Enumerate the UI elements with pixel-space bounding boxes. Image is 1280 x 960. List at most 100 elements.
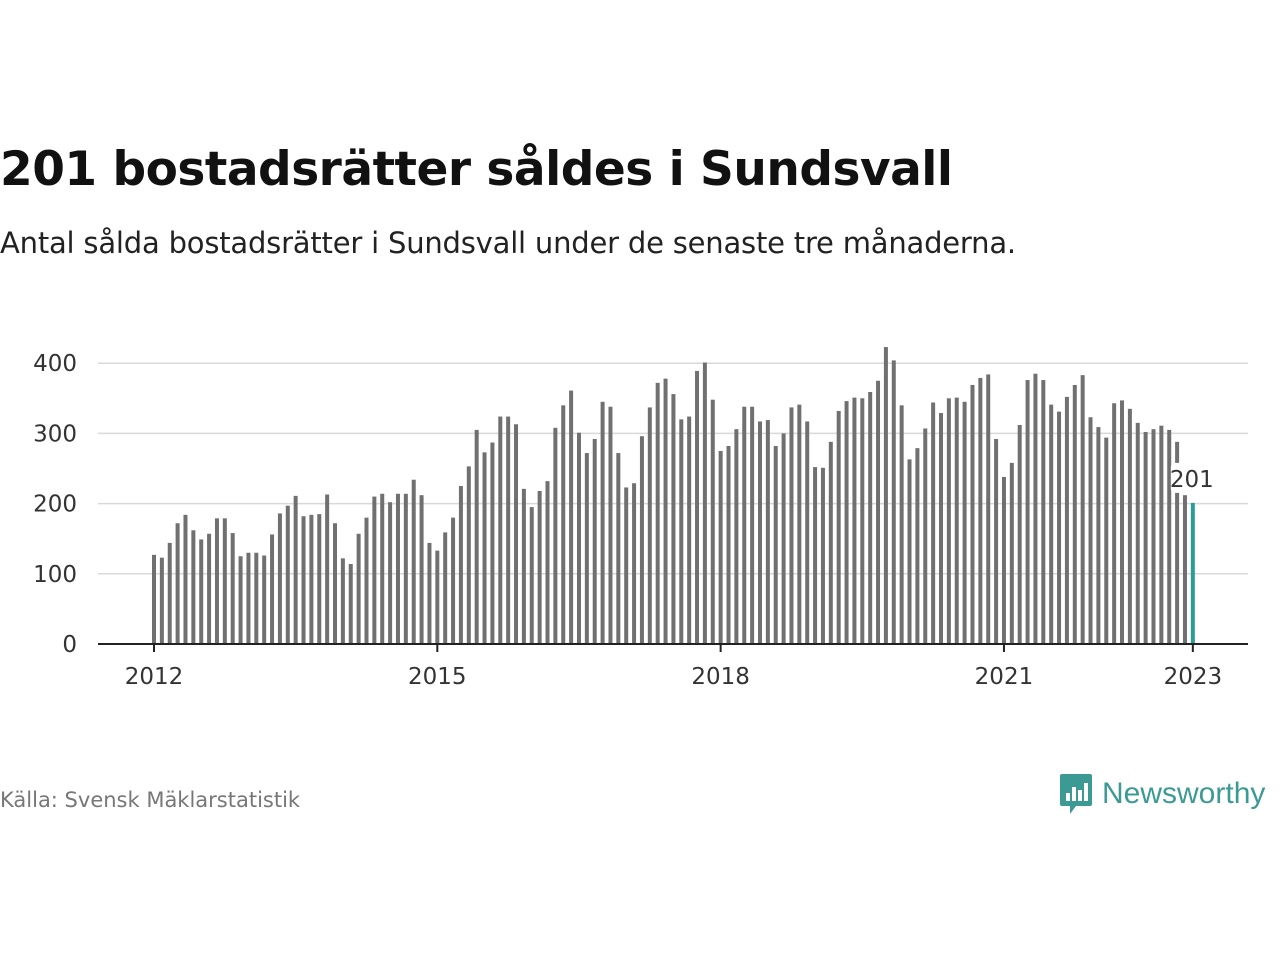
bar [695,370,700,644]
y-tick-label: 400 [33,351,77,377]
bar [364,517,369,644]
bar [521,488,526,644]
bar [1009,462,1014,644]
bar [844,401,849,644]
bar-highlight [1190,502,1195,644]
bar [159,557,164,644]
bar [262,555,267,644]
bar [687,416,692,644]
x-tick-label: 2012 [125,664,184,690]
bar [813,467,818,644]
bar [624,487,629,644]
bar [167,542,172,644]
bar [592,439,597,644]
bar [1001,476,1006,644]
last-value-annotation: 201 [1170,462,1215,493]
bar [1182,495,1187,644]
y-tick-label: 100 [33,562,77,588]
bar [152,554,156,644]
bar [1112,403,1117,644]
bars [152,347,1195,644]
bar [647,407,652,644]
bar [411,479,416,644]
bar [1175,441,1180,644]
bar [356,533,361,644]
bar [317,514,322,644]
bar [498,416,503,644]
bar [860,398,865,644]
bar [427,542,432,644]
bar [1127,408,1132,644]
bar [978,377,983,644]
bar [403,493,408,644]
bar [199,539,204,644]
bar [828,441,833,644]
bar [333,523,338,644]
newsworthy-logo-icon [1060,774,1092,814]
bar [301,516,306,644]
bar [639,436,644,644]
bar [230,533,235,644]
bar [254,552,259,644]
bar [1041,380,1046,644]
bar [1167,429,1172,644]
bar [191,530,196,644]
bar [836,410,841,644]
bar [710,399,715,644]
bar [899,405,904,644]
bar [395,493,400,644]
y-tick-label: 300 [33,421,77,447]
bar [702,362,707,644]
y-tick-label: 0 [62,632,77,658]
bar [915,448,920,644]
bar [891,360,896,644]
bar [340,558,345,644]
brand-logo: Newsworthy [1058,772,1265,816]
bar [1135,422,1140,644]
x-axis-ticks: 2012 2015 2018 2021 2023 [125,644,1222,690]
page-subtitle: Antal sålda bostadsrätter i Sundsvall un… [0,226,1016,260]
bar [474,429,479,644]
bar [750,406,755,644]
bar [1025,380,1030,644]
bar [663,378,668,644]
bar [545,481,550,644]
bar [443,532,448,644]
bar [1151,429,1156,644]
bar [632,483,637,644]
bar [584,453,589,644]
bar [868,391,873,644]
bar [222,518,227,644]
annotation-label: 201 [1170,467,1214,493]
bar [1120,400,1125,644]
bar [1017,424,1022,644]
x-tick-label: 2018 [691,664,750,690]
bar [380,493,385,644]
bar [671,394,676,644]
bar [805,421,810,644]
bar [435,550,440,644]
bar [1080,375,1085,644]
bar [781,433,786,644]
bar [348,563,353,644]
bar [797,404,802,644]
bar [458,486,463,644]
bar [946,398,951,644]
bar [679,419,684,644]
bar [419,495,424,644]
bar [270,534,275,644]
bar [726,446,731,644]
bar [608,406,613,644]
bar [931,402,936,644]
bar [907,459,912,644]
bar [876,380,881,644]
bar [820,467,825,644]
bar [285,505,290,644]
bar [1064,396,1069,644]
bar [994,439,999,644]
bar [466,466,471,644]
bar [1096,427,1101,644]
bar [1104,437,1109,644]
bar [325,494,330,644]
bar [939,413,943,644]
